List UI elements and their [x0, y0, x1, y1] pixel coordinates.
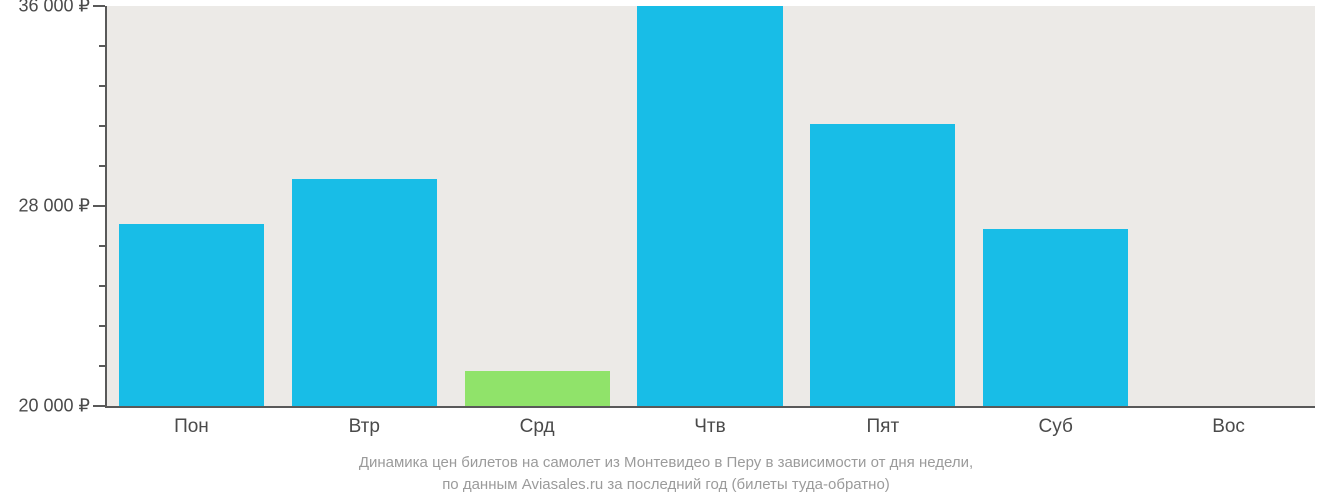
y-tick-major [93, 5, 105, 7]
chart-column [278, 6, 451, 406]
x-axis-line [105, 406, 1315, 408]
x-axis-category: Пят [867, 416, 900, 438]
caption-line-1: Динамика цен билетов на самолет из Монте… [359, 454, 973, 471]
price-bar [292, 179, 437, 407]
chart-caption: Динамика цен билетов на самолет из Монте… [0, 452, 1332, 496]
y-tick-minor [99, 245, 105, 247]
price-bar [119, 224, 264, 407]
chart-column [969, 6, 1142, 406]
y-tick-minor [99, 285, 105, 287]
chart-column [1142, 6, 1315, 406]
y-tick-minor [99, 125, 105, 127]
x-axis-category: Втр [349, 416, 380, 438]
caption-line-2: по данным Aviasales.ru за последний год … [442, 476, 890, 493]
price-bar [637, 6, 782, 406]
chart-column [796, 6, 969, 406]
x-axis-category: Пон [174, 416, 209, 438]
y-axis-label: 36 000 ₽ [18, 0, 90, 17]
price-bar [810, 124, 955, 407]
price-bar [983, 229, 1128, 407]
y-axis-label: 20 000 ₽ [18, 396, 90, 417]
chart-column [451, 6, 624, 406]
y-axis-label: 28 000 ₽ [18, 196, 90, 217]
y-tick-minor [99, 325, 105, 327]
chart-column [105, 6, 278, 406]
y-tick-minor [99, 165, 105, 167]
y-tick-major [93, 205, 105, 207]
y-tick-minor [99, 365, 105, 367]
weekday-price-chart: 20 000 ₽ 28 000 ₽ 36 000 ₽ Пон Втр Срд Чтв Пят… [0, 0, 1332, 502]
x-axis-category: Вос [1212, 416, 1245, 438]
y-axis-line [105, 6, 107, 406]
y-tick-minor [99, 85, 105, 87]
x-axis-category: Срд [520, 416, 555, 438]
y-tick-minor [99, 45, 105, 47]
chart-column [624, 6, 797, 406]
plot-area [105, 6, 1315, 406]
x-axis-category: Чтв [694, 416, 725, 438]
x-axis-category: Суб [1039, 416, 1073, 438]
price-bar [465, 371, 610, 406]
y-tick-major [93, 405, 105, 407]
